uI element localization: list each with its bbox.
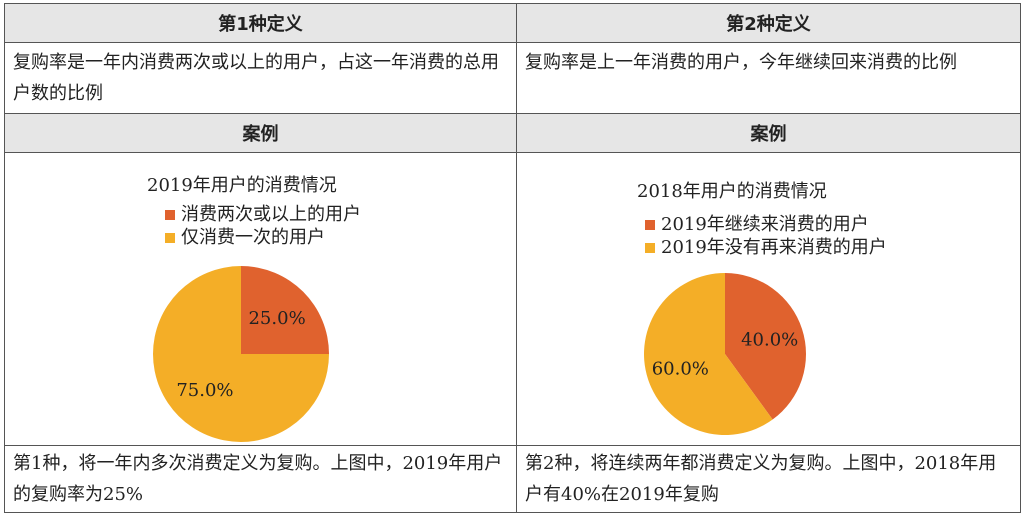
pie-data-label: 25.0% [248, 308, 305, 329]
legend-swatch-yellow [165, 232, 175, 243]
chart-legend: 2019年继续来消费的用户 2019年没有再来消费的用户 [645, 213, 887, 259]
chart-title: 2018年用户的消费情况 [637, 181, 827, 202]
chart-cell-right: 2018年用户的消费情况 2019年继续来消费的用户 2019年没有再来消费的用… [516, 152, 1021, 446]
pie-data-label: 40.0% [741, 329, 798, 350]
pie-slice-1 [241, 266, 329, 354]
legend-swatch-yellow [645, 242, 655, 253]
legend-item: 2019年没有再来消费的用户 [645, 236, 887, 259]
header-def2: 第2种定义 [516, 3, 1021, 43]
pie-chart-2019: 2019年用户的消费情况 消费两次或以上的用户 仅消费一次的用户 25.0% 75… [5, 153, 516, 445]
chart-legend: 消费两次或以上的用户 仅消费一次的用户 [165, 203, 361, 249]
pie-data-label: 75.0% [176, 380, 233, 401]
pie-slice-1 [725, 273, 806, 420]
chart-title: 2019年用户的消费情况 [147, 175, 337, 196]
chart-cell-left: 2019年用户的消费情况 消费两次或以上的用户 仅消费一次的用户 25.0% 75… [4, 152, 517, 446]
def2-text: 复购率是上一年消费的用户，今年继续回来消费的比例 [516, 42, 1021, 114]
case-header-left: 案例 [4, 113, 517, 153]
pie-svg: 40.0% 60.0% [644, 273, 806, 435]
legend-item: 2019年继续来消费的用户 [645, 213, 887, 236]
legend-swatch-orange [165, 209, 175, 220]
definition-table: 第1种定义 第2种定义 复购率是一年内消费两次或以上的用户，占这一年消费的总用户… [4, 3, 1021, 513]
pie-slice-2 [153, 266, 329, 442]
footer-left: 第1种，将一年内多次消费定义为复购。上图中，2019年用户的复购率为25% [4, 445, 517, 513]
pie-data-label: 60.0% [652, 359, 709, 380]
pie-svg: 25.0% 75.0% [153, 266, 329, 442]
case-header-right: 案例 [516, 113, 1021, 153]
legend-label: 2019年继续来消费的用户 [661, 214, 869, 235]
legend-swatch-orange [645, 219, 655, 230]
legend-label: 仅消费一次的用户 [181, 227, 325, 248]
legend-item: 消费两次或以上的用户 [165, 203, 361, 226]
legend-label: 2019年没有再来消费的用户 [661, 237, 887, 258]
legend-item: 仅消费一次的用户 [165, 226, 361, 249]
def1-text: 复购率是一年内消费两次或以上的用户，占这一年消费的总用户数的比例 [4, 42, 517, 114]
pie-chart-2018: 2018年用户的消费情况 2019年继续来消费的用户 2019年没有再来消费的用… [517, 153, 1020, 445]
footer-right: 第2种，将连续两年都消费定义为复购。上图中，2018年用户有40%在2019年复… [516, 445, 1021, 513]
pie-slice-2 [644, 273, 773, 435]
header-def1: 第1种定义 [4, 3, 517, 43]
legend-label: 消费两次或以上的用户 [181, 204, 361, 225]
